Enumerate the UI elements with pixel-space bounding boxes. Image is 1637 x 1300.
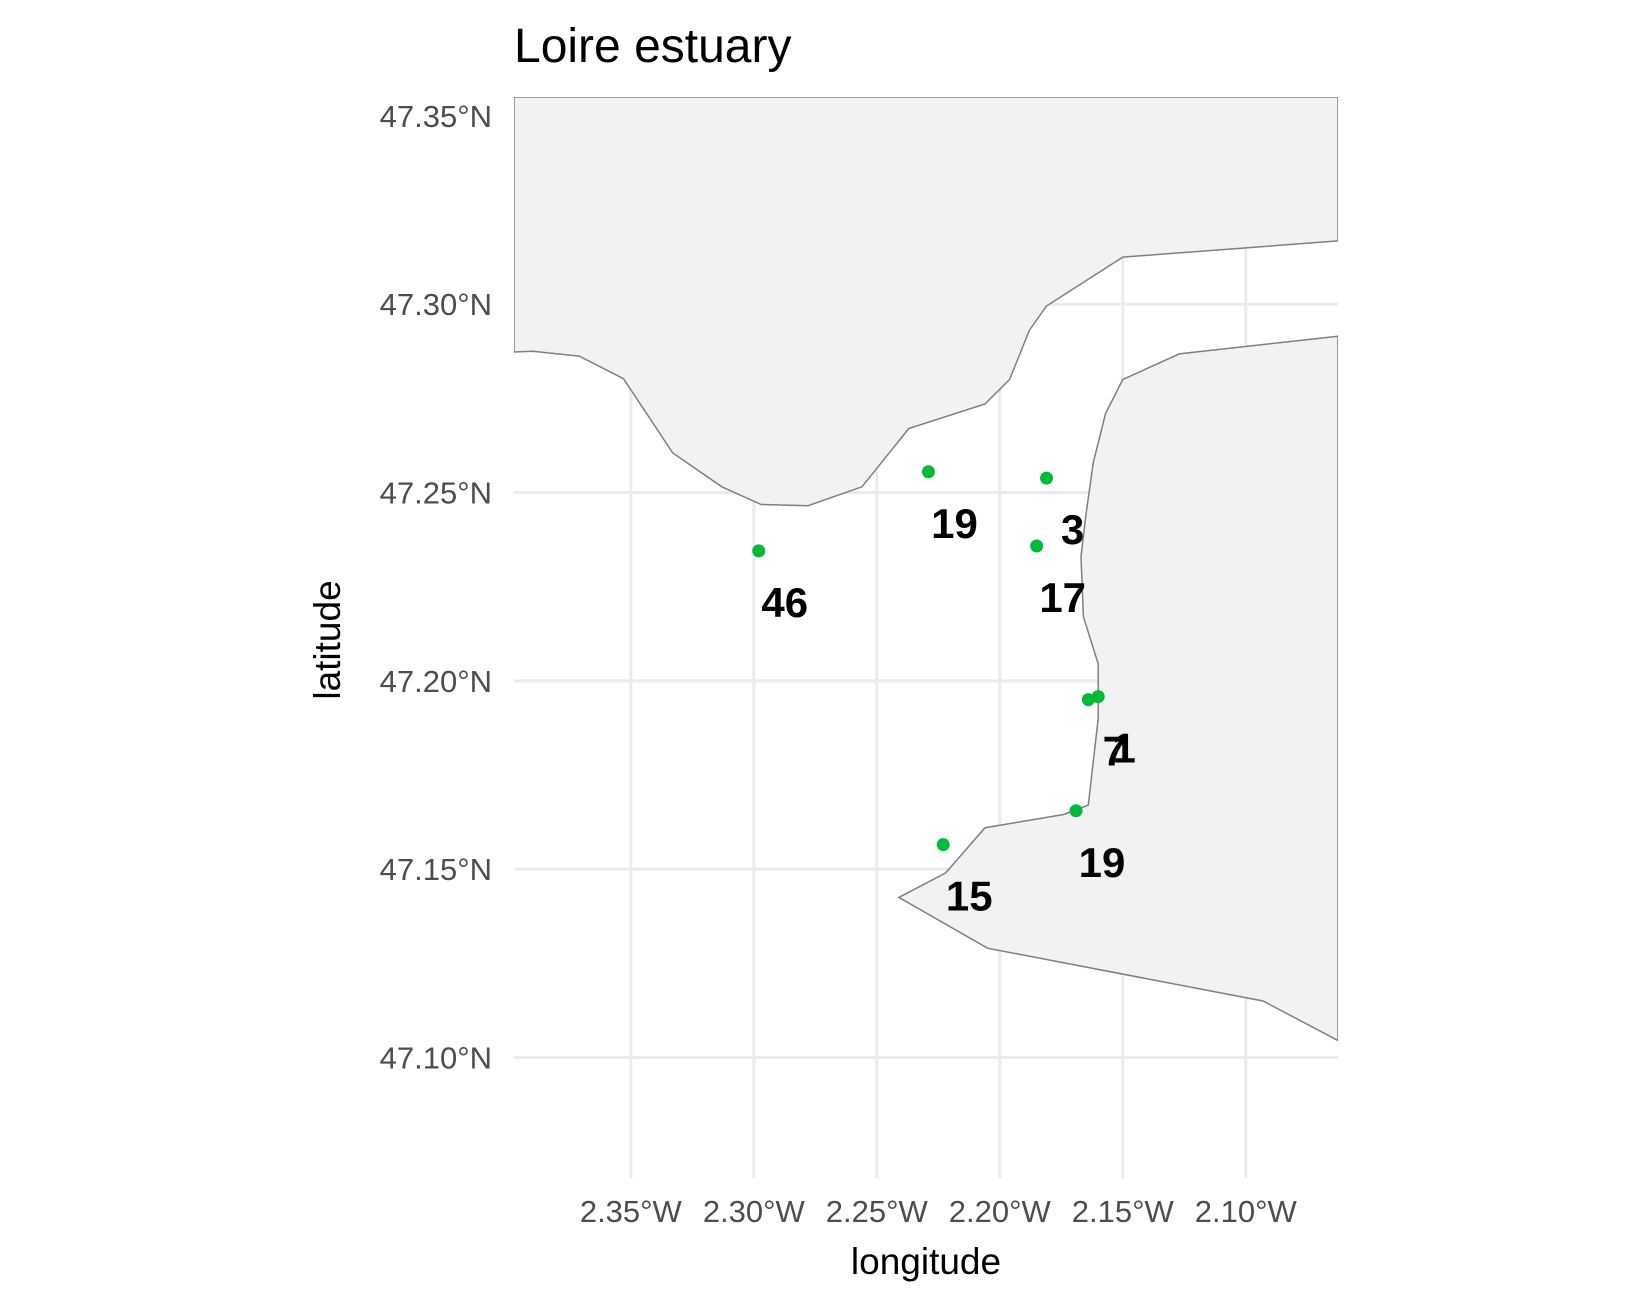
sample-point — [936, 838, 950, 852]
point-label: 1 — [1112, 725, 1135, 772]
point-label: 46 — [761, 579, 808, 626]
land-polygon-south-shore — [897, 335, 1338, 1042]
sample-point — [752, 544, 766, 558]
x-tick-label: 2.25°W — [826, 1194, 929, 1229]
sample-point — [921, 465, 935, 479]
y-tick-label: 47.25°N — [380, 475, 492, 510]
y-tick-label: 47.15°N — [380, 852, 492, 887]
point-label: 3 — [1061, 506, 1084, 553]
y-axis-tick-labels: 47.10°N 47.15°N 47.20°N 47.25°N 47.30°N 47.35… — [380, 99, 492, 1076]
x-tick-label: 2.35°W — [580, 1194, 683, 1229]
map-panel: 46 19 3 17 71 19 15 — [514, 97, 1338, 1178]
chart-title: Loire estuary — [514, 20, 791, 73]
y-tick-label: 47.20°N — [380, 664, 492, 699]
sample-point — [1069, 804, 1083, 818]
sample-point — [1040, 471, 1054, 485]
x-axis-title: longitude — [851, 1241, 1001, 1282]
point-label: 7 — [1103, 728, 1126, 775]
sample-point — [1091, 690, 1105, 704]
x-axis-tick-labels: 2.35°W 2.30°W 2.25°W 2.20°W 2.15°W 2.10°W — [580, 1194, 1298, 1229]
x-tick-label: 2.30°W — [703, 1194, 806, 1229]
point-labels: 46 19 3 17 71 19 15 — [761, 500, 1135, 920]
y-axis-title: latitude — [307, 580, 348, 699]
coastline-layer — [514, 97, 1338, 1042]
x-tick-label: 2.20°W — [949, 1194, 1052, 1229]
x-tick-label: 2.10°W — [1195, 1194, 1298, 1229]
point-label: 17 — [1039, 574, 1086, 621]
land-polygon-north-shore — [514, 97, 1338, 507]
x-tick-label: 2.15°W — [1072, 1194, 1175, 1229]
y-tick-label: 47.35°N — [380, 99, 492, 134]
sample-points — [752, 465, 1105, 852]
y-tick-label: 47.30°N — [380, 287, 492, 322]
point-label: 15 — [946, 873, 993, 920]
point-label: 19 — [1079, 839, 1126, 886]
sample-point — [1081, 693, 1095, 707]
point-label: 19 — [931, 500, 978, 547]
y-tick-label: 47.10°N — [380, 1040, 492, 1075]
sample-point — [1030, 539, 1044, 553]
